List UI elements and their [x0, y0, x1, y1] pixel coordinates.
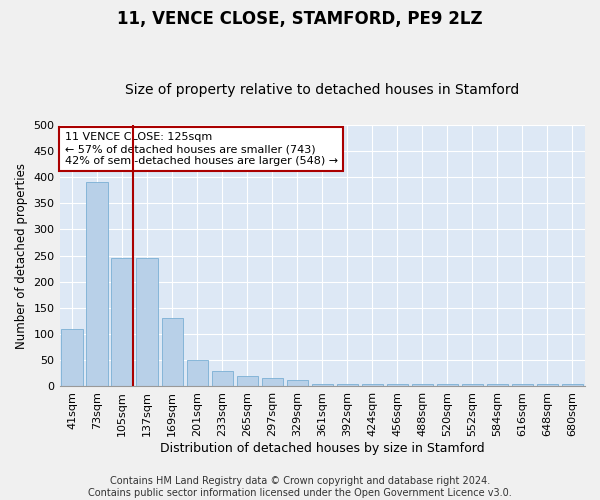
Bar [311, 384, 333, 386]
Bar [61, 329, 83, 386]
Bar [487, 384, 508, 386]
Y-axis label: Number of detached properties: Number of detached properties [15, 162, 28, 348]
Bar [562, 384, 583, 386]
Text: Contains HM Land Registry data © Crown copyright and database right 2024.
Contai: Contains HM Land Registry data © Crown c… [88, 476, 512, 498]
Bar [387, 384, 408, 386]
Bar [86, 182, 108, 386]
Bar [337, 384, 358, 386]
Bar [212, 370, 233, 386]
X-axis label: Distribution of detached houses by size in Stamford: Distribution of detached houses by size … [160, 442, 485, 455]
Title: Size of property relative to detached houses in Stamford: Size of property relative to detached ho… [125, 83, 520, 97]
Bar [136, 258, 158, 386]
Bar [512, 384, 533, 386]
Text: 11, VENCE CLOSE, STAMFORD, PE9 2LZ: 11, VENCE CLOSE, STAMFORD, PE9 2LZ [117, 10, 483, 28]
Bar [262, 378, 283, 386]
Bar [161, 318, 183, 386]
Bar [462, 384, 483, 386]
Bar [437, 384, 458, 386]
Bar [362, 384, 383, 386]
Bar [287, 380, 308, 386]
Text: 11 VENCE CLOSE: 125sqm
← 57% of detached houses are smaller (743)
42% of semi-de: 11 VENCE CLOSE: 125sqm ← 57% of detached… [65, 132, 338, 166]
Bar [187, 360, 208, 386]
Bar [412, 384, 433, 386]
Bar [236, 376, 258, 386]
Bar [112, 258, 133, 386]
Bar [537, 384, 558, 386]
